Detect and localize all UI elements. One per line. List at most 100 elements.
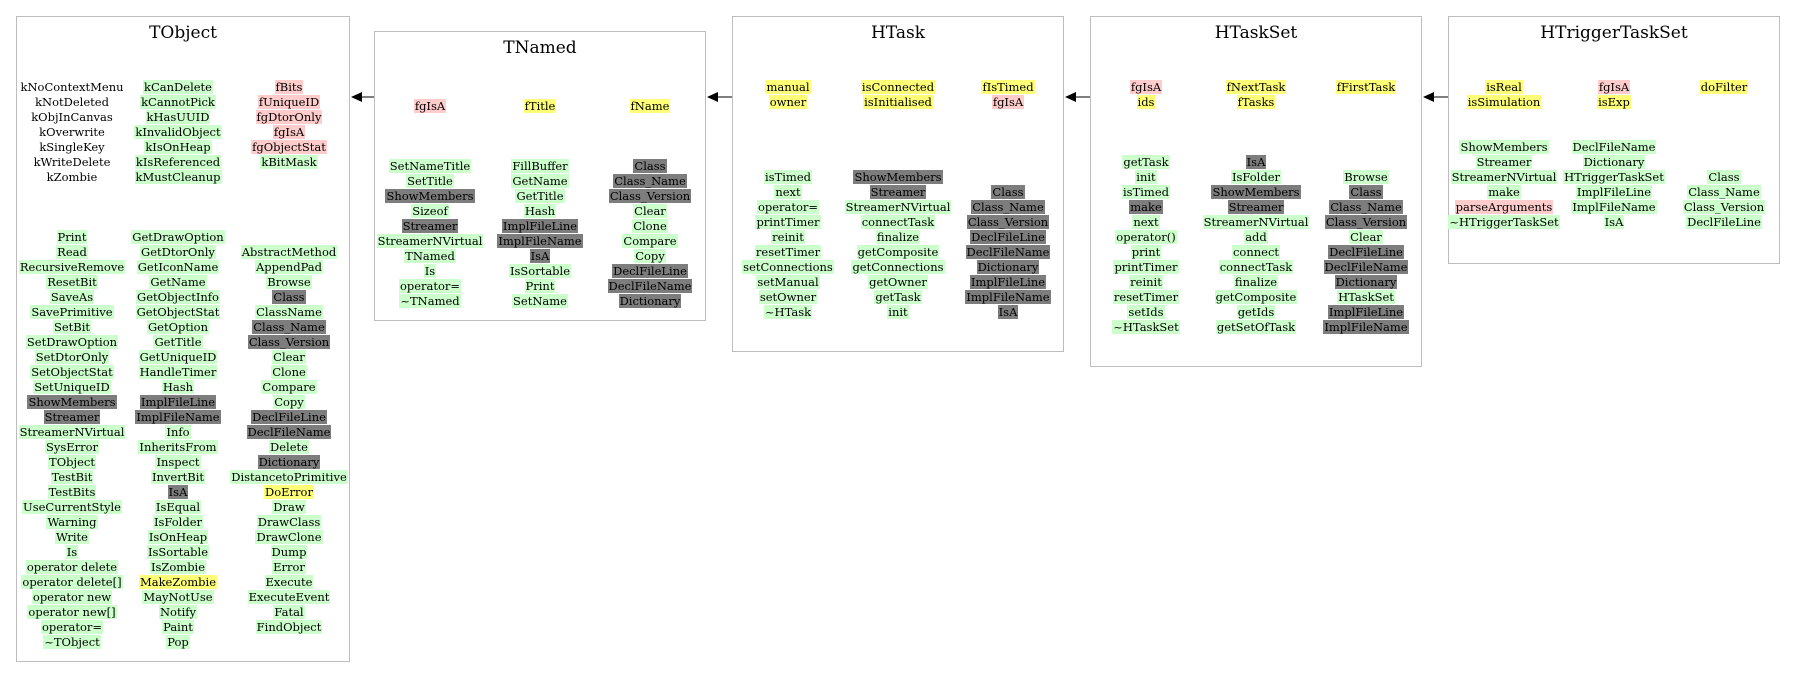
member-entry: connectTask (1218, 260, 1294, 274)
member-column: fBits fUniqueID fgDtorOnly fgIsA fgObjectSta… (230, 80, 348, 635)
class-title: HTaskSet (1214, 23, 1298, 43)
member-entry: DeclFileName (965, 245, 1051, 259)
member-entry: kCannotPick (140, 95, 216, 109)
member-entry: Is (423, 264, 437, 278)
member-entry: AppendPad (254, 260, 324, 274)
member-entry: HTaskSet (1337, 290, 1395, 304)
member-entry: fgIsA (1597, 80, 1631, 94)
member-entry: getTask (1122, 155, 1170, 169)
member-entry: SetTitle (406, 174, 454, 188)
member-entry: RecursiveRemove (18, 260, 126, 274)
member-column: fgIsA ids getTask init isTimed make next operat… (1091, 80, 1201, 335)
member-entry: Print (524, 279, 556, 293)
member-entry: manual (765, 80, 811, 94)
member-entry: next (774, 185, 802, 199)
member-entry: ClassName (255, 305, 323, 319)
member-entry: Compare (622, 234, 678, 248)
member-entry: TNamed (404, 249, 456, 263)
member-entry: isConnected (860, 80, 936, 94)
member-entry: ~TNamed (399, 294, 461, 308)
arrow-htriggertaskset-to-htaskset (1423, 92, 1448, 102)
member-entry: Browse (266, 275, 312, 289)
member-column: doFilter Class Class_Name Class_Version Decl… (1669, 80, 1779, 230)
member-entry: Paint (162, 620, 194, 634)
member-entry: TestBits (47, 485, 97, 499)
member-entry: IsSortable (508, 264, 572, 278)
member-entry: Dictionary (257, 455, 321, 469)
member-entry: Sizeof (411, 204, 449, 218)
member-entry: kOverwrite (39, 125, 105, 139)
class-box-htaskset: HTaskSet fgIsA ids getTask init isTimed make n… (1090, 16, 1422, 367)
member-entry: ImplFileName (135, 410, 221, 424)
member-entry: fgIsA (413, 99, 447, 113)
member-entry: connect (1231, 245, 1281, 259)
member-entry: Class (1707, 170, 1741, 184)
member-entry: fTitle (523, 99, 557, 113)
member-entry: Clear (633, 204, 667, 218)
member-entry: setConnections (742, 260, 834, 274)
member-entry: isTimed (1122, 185, 1170, 199)
member-entry: IsOnHeap (147, 530, 209, 544)
member-entry: Inspect (155, 455, 201, 469)
member-entry: operator() (1115, 230, 1177, 244)
member-entry: kNoContextMenu (20, 80, 124, 94)
member-entry: HandleTimer (138, 365, 218, 379)
member-entry: isInitialised (863, 95, 933, 109)
member-entry: fgIsA (272, 125, 306, 139)
member-entry: SetName (512, 294, 568, 308)
member-column: fName Class Class_Name Class_Version Clear Cl… (595, 99, 705, 309)
member-entry: MakeZombie (138, 575, 218, 589)
member-entry: ShowMembers (853, 170, 943, 184)
member-entry: Dictionary (618, 294, 682, 308)
member-entry: GetIconName (136, 260, 220, 274)
member-entry: fgDtorOnly (255, 110, 323, 124)
member-entry: fFirstTask (1335, 80, 1397, 94)
member-entry: parseArguments (1454, 200, 1554, 214)
member-entry: Class_Version (608, 189, 692, 203)
member-entry: Clear (272, 350, 306, 364)
member-entry: DrawClass (256, 515, 322, 529)
member-entry: Copy (273, 395, 305, 409)
member-entry: Compare (261, 380, 317, 394)
member-entry: ImplFileName (497, 234, 583, 248)
member-entry: finalize (1233, 275, 1279, 289)
member-entry: SysError (44, 440, 100, 454)
member-column: fgIsA SetNameTitle SetTitle ShowMembers Size… (375, 99, 485, 309)
member-entry: finalize (875, 230, 921, 244)
member-entry: make (1129, 200, 1163, 214)
member-entry: TObject (48, 455, 96, 469)
member-entry: GetObjectStat (135, 305, 221, 319)
member-entry: DeclFileName (607, 279, 693, 293)
member-entry: Hash (161, 380, 195, 394)
member-entry: FillBuffer (511, 159, 569, 173)
member-entry: Dump (270, 545, 308, 559)
member-entry: Is (65, 545, 79, 559)
member-entry: SetDtorOnly (34, 350, 110, 364)
member-entry: StreamerNVirtual (1202, 215, 1310, 229)
member-column: fgIsA isExp DeclFileName Dictionary HTrigger… (1559, 80, 1669, 230)
member-column: fFirstTask Browse Class Class_Name Class_Ver… (1311, 80, 1421, 335)
member-entry: fgIsA (1129, 80, 1163, 94)
member-entry: fgObjectStat (251, 140, 327, 154)
member-entry: Class_Version (966, 215, 1050, 229)
member-entry: Info (165, 425, 191, 439)
member-entry: reinit (771, 230, 805, 244)
member-entry: kNotDeleted (35, 95, 109, 109)
member-entry: StreamerNVirtual (844, 200, 952, 214)
member-entry: operator new[] (27, 605, 117, 619)
member-entry: ShowMembers (1211, 185, 1301, 199)
member-entry: printTimer (1113, 260, 1179, 274)
member-entry: Streamer (869, 185, 927, 199)
member-entry: Dictionary (1334, 275, 1398, 289)
member-entry: getSetOfTask (1215, 320, 1297, 334)
member-entry: init (1135, 170, 1157, 184)
member-entry: isSimulation (1466, 95, 1542, 109)
class-box-tobject: TObject kNoContextMenu kNotDeleted kObjInC… (16, 16, 350, 662)
member-entry: ImplFileLine (139, 395, 217, 409)
member-entry: fIsTimed (981, 80, 1035, 94)
member-entry: add (1244, 230, 1268, 244)
member-entry: Browse (1343, 170, 1389, 184)
member-entry: Fatal (273, 605, 305, 619)
member-entry: InvertBit (150, 470, 206, 484)
